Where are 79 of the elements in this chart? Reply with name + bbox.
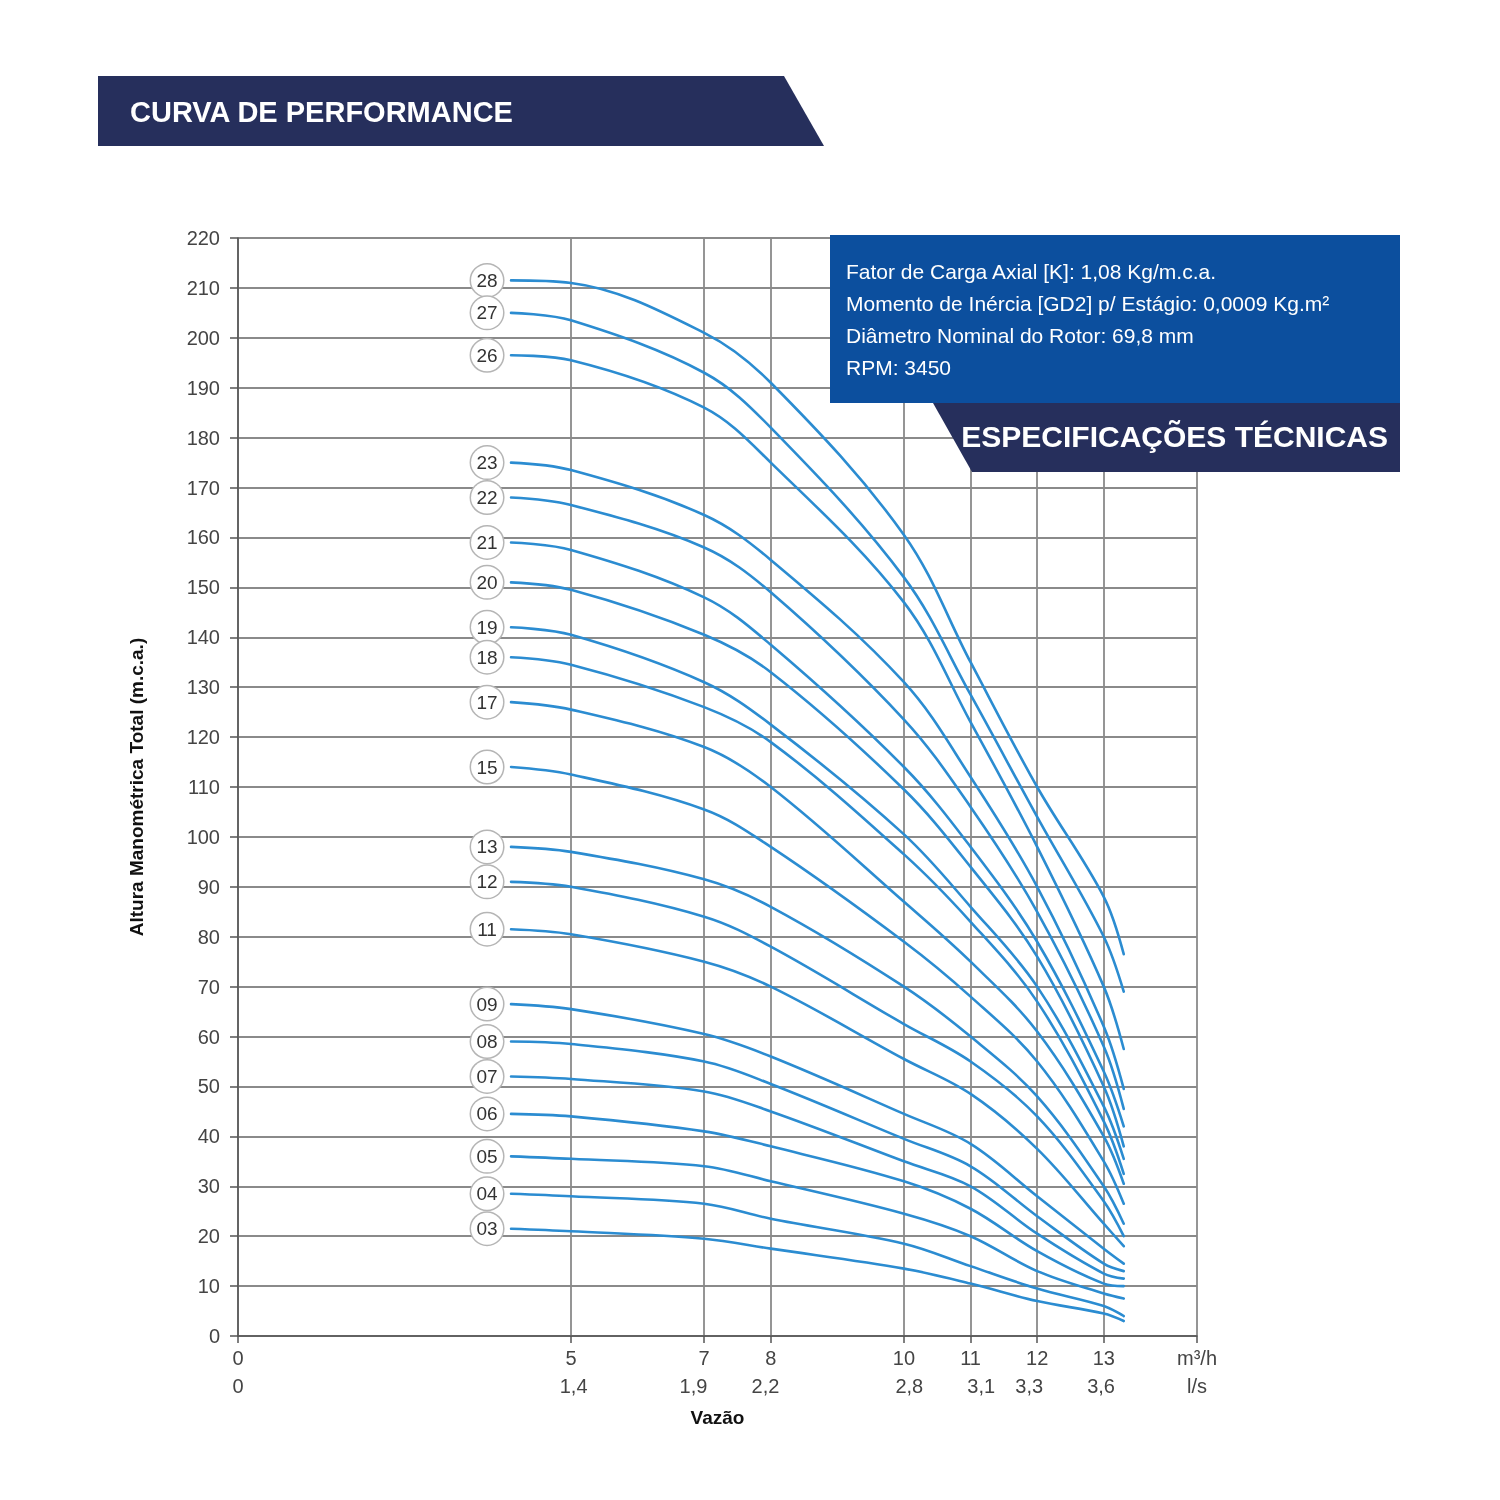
x2-tick-label: 3,6 bbox=[1087, 1375, 1116, 1397]
x2-tick-label: 1,9 bbox=[679, 1375, 708, 1397]
x2-tick-label: l/s bbox=[1187, 1375, 1207, 1397]
y-tick-label: 30 bbox=[197, 1175, 220, 1198]
y-tick-label: 220 bbox=[186, 227, 220, 249]
line-series bbox=[509, 1192, 1126, 1318]
y-tick-label: 70 bbox=[197, 975, 220, 998]
line-series bbox=[509, 1155, 1126, 1300]
y-tick-label: 130 bbox=[186, 676, 220, 699]
line-series bbox=[509, 927, 1126, 1248]
series-label: 21 bbox=[476, 531, 498, 553]
x-tick-label: 8 bbox=[765, 1347, 777, 1369]
line-series bbox=[509, 765, 1126, 1206]
y-tick-label: 20 bbox=[197, 1225, 220, 1248]
y-tick-label: 0 bbox=[208, 1325, 220, 1347]
y-tick-label: 160 bbox=[186, 526, 220, 549]
series-label: 27 bbox=[476, 302, 498, 324]
y-tick-label: 190 bbox=[186, 376, 220, 399]
x-axis-title: Vazão bbox=[690, 1407, 745, 1428]
x-tick-label: 12 bbox=[1026, 1347, 1049, 1369]
series-label: 04 bbox=[476, 1183, 499, 1205]
y-tick-label: 140 bbox=[186, 626, 220, 649]
series-label: 11 bbox=[477, 918, 497, 940]
y-tick-label: 210 bbox=[186, 276, 220, 299]
y-tick-label: 180 bbox=[186, 426, 220, 449]
x2-tick-label: 3,3 bbox=[1015, 1375, 1044, 1397]
series-label: 26 bbox=[476, 344, 498, 366]
x2-tick-label: 3,1 bbox=[967, 1375, 996, 1397]
annotation: Momento de Inércia [GD2] p/ Estágio: 0,0009 Kg.m² bbox=[846, 291, 1330, 317]
series-label: 18 bbox=[476, 646, 498, 668]
y-tick-label: 100 bbox=[186, 825, 220, 848]
x-tick-label: m³/h bbox=[1177, 1347, 1217, 1369]
x-tick-label: 0 bbox=[232, 1347, 244, 1369]
series-label: 08 bbox=[476, 1031, 498, 1053]
y-tick-label: 50 bbox=[197, 1075, 220, 1098]
series-label: 13 bbox=[476, 836, 498, 858]
y-tick-label: 80 bbox=[197, 925, 220, 948]
series-label: 20 bbox=[476, 571, 498, 593]
x-tick-label: 10 bbox=[892, 1347, 916, 1369]
x-tick-label: 13 bbox=[1092, 1347, 1115, 1369]
line-series bbox=[509, 1112, 1126, 1288]
series-label: 15 bbox=[476, 756, 498, 778]
y-tick-label: 170 bbox=[186, 476, 220, 499]
annotation: RPM: 3450 bbox=[846, 355, 953, 381]
annotation: Diâmetro Nominal do Rotor: 69,8 mm bbox=[846, 323, 1195, 349]
y-tick-label: 10 bbox=[197, 1275, 220, 1298]
series-label: 23 bbox=[476, 452, 498, 474]
y-tick-label: 90 bbox=[197, 875, 220, 898]
series-label: 12 bbox=[476, 871, 498, 893]
series-label: 09 bbox=[476, 993, 498, 1015]
x-tick-label: 5 bbox=[565, 1347, 577, 1369]
x2-tick-label: 2,2 bbox=[751, 1375, 780, 1397]
y-axis-title: Altura Manométrica Total (m.c.a.) bbox=[126, 637, 147, 937]
line-series bbox=[509, 1002, 1126, 1265]
y-tick-label: 200 bbox=[186, 326, 220, 349]
x-tick-label: 7 bbox=[698, 1347, 710, 1369]
x2-tick-label: 2,8 bbox=[895, 1375, 924, 1397]
series-label: 07 bbox=[476, 1065, 498, 1087]
y-tick-label: 120 bbox=[186, 726, 220, 749]
annotation: Fator de Carga Axial [K]: 1,08 Kg/m.c.a. bbox=[846, 259, 1217, 285]
series-label: 22 bbox=[476, 487, 498, 509]
y-tick-label: 40 bbox=[197, 1125, 220, 1148]
line-series bbox=[509, 1227, 1126, 1323]
line-series bbox=[509, 1075, 1126, 1280]
series-label: 28 bbox=[476, 269, 498, 291]
series-label: 19 bbox=[476, 616, 498, 638]
line-series bbox=[509, 1040, 1126, 1273]
y-tick-label: 110 bbox=[188, 776, 220, 798]
chart-title: CURVA DE PERFORMANCE bbox=[130, 95, 513, 130]
y-tick-label: 150 bbox=[186, 576, 220, 599]
y-tick-label: 60 bbox=[197, 1025, 220, 1048]
series-label: 17 bbox=[476, 691, 498, 713]
x-tick-label: 11 bbox=[960, 1347, 981, 1369]
series-label: 06 bbox=[476, 1103, 498, 1125]
x2-tick-label: 1,4 bbox=[559, 1375, 588, 1397]
series-label: 05 bbox=[476, 1145, 498, 1167]
text: ESPECIFICAÇÕES TÉCNICAS bbox=[961, 419, 1388, 455]
series-label: 03 bbox=[476, 1218, 498, 1240]
x2-tick-label: 0 bbox=[232, 1375, 244, 1397]
